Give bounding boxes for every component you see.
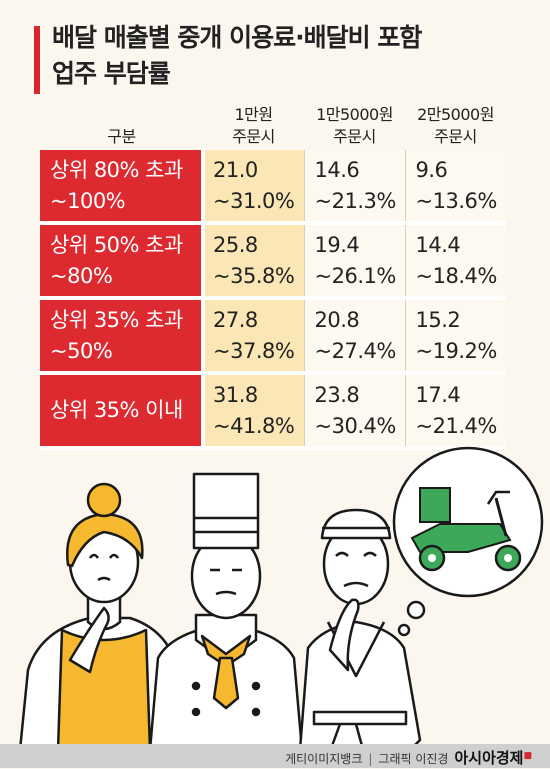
row-label-line2: ~80% xyxy=(50,263,113,288)
cell-low: 14.4 xyxy=(415,232,461,257)
publisher-logo: 아시아경제 xyxy=(454,749,524,767)
row-label: 상위 80% 초과 ~100% xyxy=(40,150,203,225)
column-header-line2: 주문시 xyxy=(232,127,275,146)
table-cell: 31.8 ~41.8% xyxy=(201,373,304,450)
table-row: 상위 50% 초과 ~80% 25.8 ~35.8% 19.4 ~26.1% 1… xyxy=(40,223,506,300)
cell-low: 15.2 xyxy=(415,307,461,332)
row-label-line2: ~100% xyxy=(50,188,126,213)
table-cell: 14.4 ~18.4% xyxy=(404,223,506,300)
cell-low: 19.4 xyxy=(314,232,360,257)
cell-low: 17.4 xyxy=(415,382,461,407)
cell-high: ~18.4% xyxy=(415,263,498,288)
sushi-chef-icon xyxy=(298,508,422,750)
footer-credits: 게티이미지뱅크 | 그래픽 이진경 아시아경제■ xyxy=(285,749,532,767)
table-cell: 21.0 ~31.0% xyxy=(201,150,304,225)
cell-low: 27.8 xyxy=(213,307,258,332)
row-label-line1: 상위 50% 초과 xyxy=(50,232,183,257)
cell-high: ~21.4% xyxy=(415,413,498,438)
table-cell: 9.6 ~13.6% xyxy=(404,150,506,225)
chart-title-line1: 배달 매출별 중개 이용료·배달비 포함 xyxy=(52,23,422,52)
cell-low: 14.6 xyxy=(314,157,360,182)
title-accent-bar xyxy=(34,26,40,94)
row-label-line1: 상위 35% 이내 xyxy=(50,398,183,422)
table-row: 상위 35% 이내 31.8 ~41.8% 23.8 ~30.4% 17.4 ~… xyxy=(40,373,506,450)
cell-high: ~13.6% xyxy=(415,188,498,213)
cell-high: ~19.2% xyxy=(415,338,498,363)
table-cell: 27.8 ~37.8% xyxy=(201,298,304,375)
column-header-line1: 2만5000원 xyxy=(417,105,494,124)
cell-high: ~26.1% xyxy=(314,263,397,288)
table-cell: 17.4 ~21.4% xyxy=(404,373,506,450)
table-cell: 14.6 ~21.3% xyxy=(303,150,405,225)
row-label: 상위 50% 초과 ~80% xyxy=(40,223,203,300)
cell-low: 23.8 xyxy=(314,382,360,407)
cell-low: 31.8 xyxy=(213,382,258,407)
table-cell: 20.8 ~27.4% xyxy=(303,298,405,375)
row-label: 상위 35% 이내 xyxy=(40,373,203,450)
column-header-line1: 1만5000원 xyxy=(316,105,393,124)
table-cell: 15.2 ~19.2% xyxy=(404,298,506,375)
delivery-scooter-icon xyxy=(392,446,544,637)
row-label-line1: 상위 80% 초과 xyxy=(50,157,183,182)
cell-low: 25.8 xyxy=(213,232,258,257)
footer-bar: 게티이미지뱅크 | 그래픽 이진경 아시아경제■ xyxy=(0,744,550,768)
cell-high: ~37.8% xyxy=(213,338,295,363)
column-header-line2: 주문시 xyxy=(434,127,477,146)
cell-high: ~31.0% xyxy=(213,188,295,213)
column-header: 2만5000원 주문시 xyxy=(405,102,506,150)
worried-woman-icon xyxy=(18,482,188,750)
table-cell: 23.8 ~30.4% xyxy=(303,373,405,450)
cell-high: ~21.3% xyxy=(314,188,397,213)
row-label: 상위 35% 초과 ~50% xyxy=(40,298,203,375)
column-header: 1만5000원 주문시 xyxy=(304,102,405,150)
cell-high: ~30.4% xyxy=(314,413,397,438)
logo-mark-icon: ■ xyxy=(523,751,532,761)
chart-title: 배달 매출별 중개 이용료·배달비 포함 업주 부담률 xyxy=(52,20,422,92)
corner-header: 구분 xyxy=(107,127,136,146)
table-row: 상위 80% 초과 ~100% 21.0 ~31.0% 14.6 ~21.3% … xyxy=(40,150,506,225)
chart-title-line2: 업주 부담률 xyxy=(52,59,171,88)
cell-high: ~27.4% xyxy=(314,338,397,363)
table-header-row: 구분 1만원 주문시 1만5000원 주문시 2만5000원 주문시 xyxy=(40,102,506,150)
illustration xyxy=(18,446,544,750)
column-header: 1만원 주문시 xyxy=(203,102,304,150)
graphic-credit: 그래픽 이진경 xyxy=(378,752,449,766)
photo-credit: 게티이미지뱅크 xyxy=(285,752,363,766)
cell-low: 21.0 xyxy=(213,157,258,182)
table-cell: 25.8 ~35.8% xyxy=(201,223,304,300)
row-label-line2: ~50% xyxy=(50,338,113,363)
cell-low: 20.8 xyxy=(314,307,360,332)
column-header-line2: 주문시 xyxy=(333,127,376,146)
cell-low: 9.6 xyxy=(415,157,448,182)
column-header-line1: 1만원 xyxy=(234,105,273,124)
cell-high: ~41.8% xyxy=(213,413,295,438)
table-cell: 19.4 ~26.1% xyxy=(303,223,405,300)
burden-rate-table: 구분 1만원 주문시 1만5000원 주문시 2만5000원 주문시 상위 80… xyxy=(40,102,506,450)
chef-icon xyxy=(148,472,304,750)
cell-high: ~35.8% xyxy=(213,263,295,288)
table-row: 상위 35% 초과 ~50% 27.8 ~37.8% 20.8 ~27.4% 1… xyxy=(40,298,506,375)
row-label-line1: 상위 35% 초과 xyxy=(50,307,183,332)
